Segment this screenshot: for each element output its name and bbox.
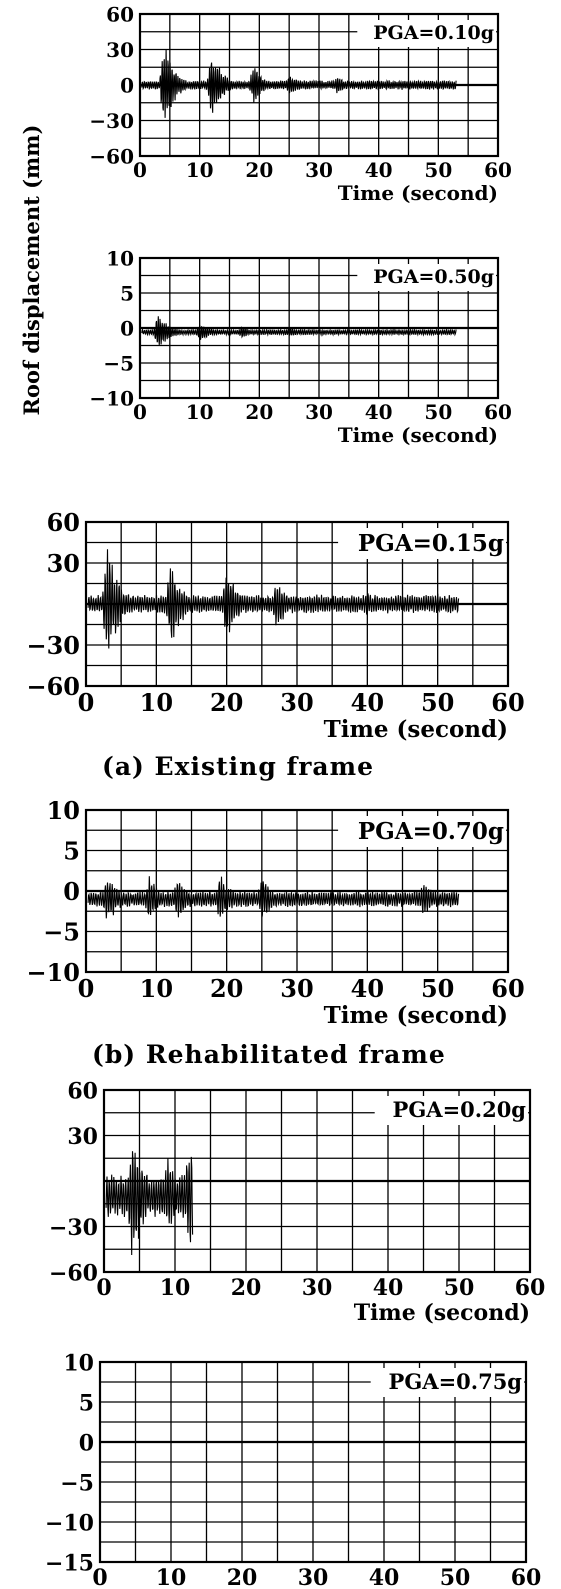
x-tick-label: 10 [186,400,214,424]
y-tick-label: 10 [106,247,134,271]
x-tick-label: 10 [160,1275,191,1301]
x-tick-label: 30 [298,1565,329,1589]
x-tick-label: 50 [444,1275,475,1301]
x-tick-label: 40 [365,158,393,182]
pga-annotation: PGA=0.20g [393,1097,527,1122]
x-axis-label: Time (second) [324,716,508,743]
x-tick-label: 40 [373,1275,404,1301]
x-tick-label: 30 [280,688,313,717]
x-tick-label: 0 [133,400,147,424]
y-tick-label: −10 [26,958,80,987]
x-tick-label: 40 [365,400,393,424]
pga-annotation: PGA=0.75g [389,1369,523,1394]
x-tick-label: 40 [369,1565,400,1589]
y-tick-label: 0 [120,317,134,341]
x-tick-label: 20 [210,688,243,717]
x-tick-label: 20 [245,400,273,424]
x-tick-label: 50 [424,158,452,182]
y-tick-label: 0 [79,1430,94,1456]
y-tick-label: 30 [47,549,80,578]
x-tick-label: 0 [92,1565,107,1589]
y-tick-label: −5 [103,352,134,376]
x-axis-label: Time (second) [324,1002,508,1029]
x-tick-label: 10 [140,688,173,717]
y-tick-label: 60 [67,1078,98,1104]
x-tick-label: 50 [440,1565,471,1589]
y-tick-label: 60 [106,3,134,27]
x-tick-label: 50 [421,688,454,717]
x-tick-label: 40 [351,688,384,717]
y-tick-label: −30 [89,109,134,133]
y-tick-label: −60 [49,1260,98,1286]
pga-annotation: PGA=0.10g [373,22,494,44]
pga-annotation: PGA=0.15g [358,530,504,557]
x-tick-label: 60 [484,158,512,182]
x-tick-label: 10 [186,158,214,182]
chart-existing-lower: 0 10 20 30 40 50 60 60 30 −30 −60 Time (second) PGA=… [49,1078,545,1326]
x-tick-label: 20 [231,1275,262,1301]
x-tick-label: 30 [305,400,333,424]
y-tick-label: 10 [47,796,80,825]
chart-rehab-upper: 0 10 20 30 40 50 601050−5−10Time (second)PGA=0… [89,247,512,447]
x-tick-label: 0 [78,688,95,717]
x-tick-label: 60 [484,400,512,424]
x-tick-label: 10 [156,1565,187,1589]
x-tick-label: 20 [210,974,243,1003]
x-axis-label: Time (second) [338,423,498,447]
y-tick-label: 30 [67,1124,98,1150]
pga-annotation: PGA=0.50g [373,266,494,288]
y-tick-label: 5 [120,282,134,306]
y-tick-label: 30 [106,38,134,62]
x-axis-label: Time (second) [338,181,498,205]
x-tick-label: 30 [305,158,333,182]
y-tick-label: −5 [43,918,80,947]
y-tick-label: −60 [26,672,80,701]
y-tick-label: 60 [47,508,80,537]
pga-annotation: PGA=0.70g [358,818,504,845]
x-tick-label: 10 [140,974,173,1003]
x-tick-label: 0 [96,1275,111,1301]
x-tick-label: 30 [302,1275,333,1301]
x-tick-label: 0 [133,158,147,182]
x-tick-label: 40 [351,974,384,1003]
x-tick-label: 60 [491,974,524,1003]
y-tick-label: −15 [45,1550,94,1576]
x-axis-label: Time (second) [354,1300,530,1326]
y-tick-label: 5 [79,1390,94,1416]
y-tick-label: 5 [63,837,80,866]
y-tick-label: −5 [60,1470,94,1496]
x-tick-label: 20 [227,1565,258,1589]
y-tick-label: 10 [63,1350,94,1376]
x-tick-label: 20 [245,158,273,182]
x-tick-label: 60 [511,1565,542,1589]
x-tick-label: 30 [280,974,313,1003]
x-tick-label: 50 [421,974,454,1003]
x-tick-label: 50 [424,400,452,424]
y-tick-label: −10 [45,1510,94,1536]
y-tick-label: 0 [120,74,134,98]
y-tick-label: −30 [49,1215,98,1241]
x-tick-label: 60 [515,1275,546,1301]
chart-existing-upper: 0 10 20 30 40 50 60 60 30 0 −30 −60 Time (second) PGA… [89,3,512,205]
y-tick-label: 0 [63,877,80,906]
chart-existing-middle: 0 10 20 30 40 50 60 60 30 −30 −60 Time (second) PGA=… [26,508,524,743]
x-tick-label: 60 [491,688,524,717]
x-tick-label: 0 [78,974,95,1003]
y-tick-label: −60 [89,145,134,169]
y-tick-label: −10 [89,387,134,411]
y-tick-label: −30 [26,631,80,660]
